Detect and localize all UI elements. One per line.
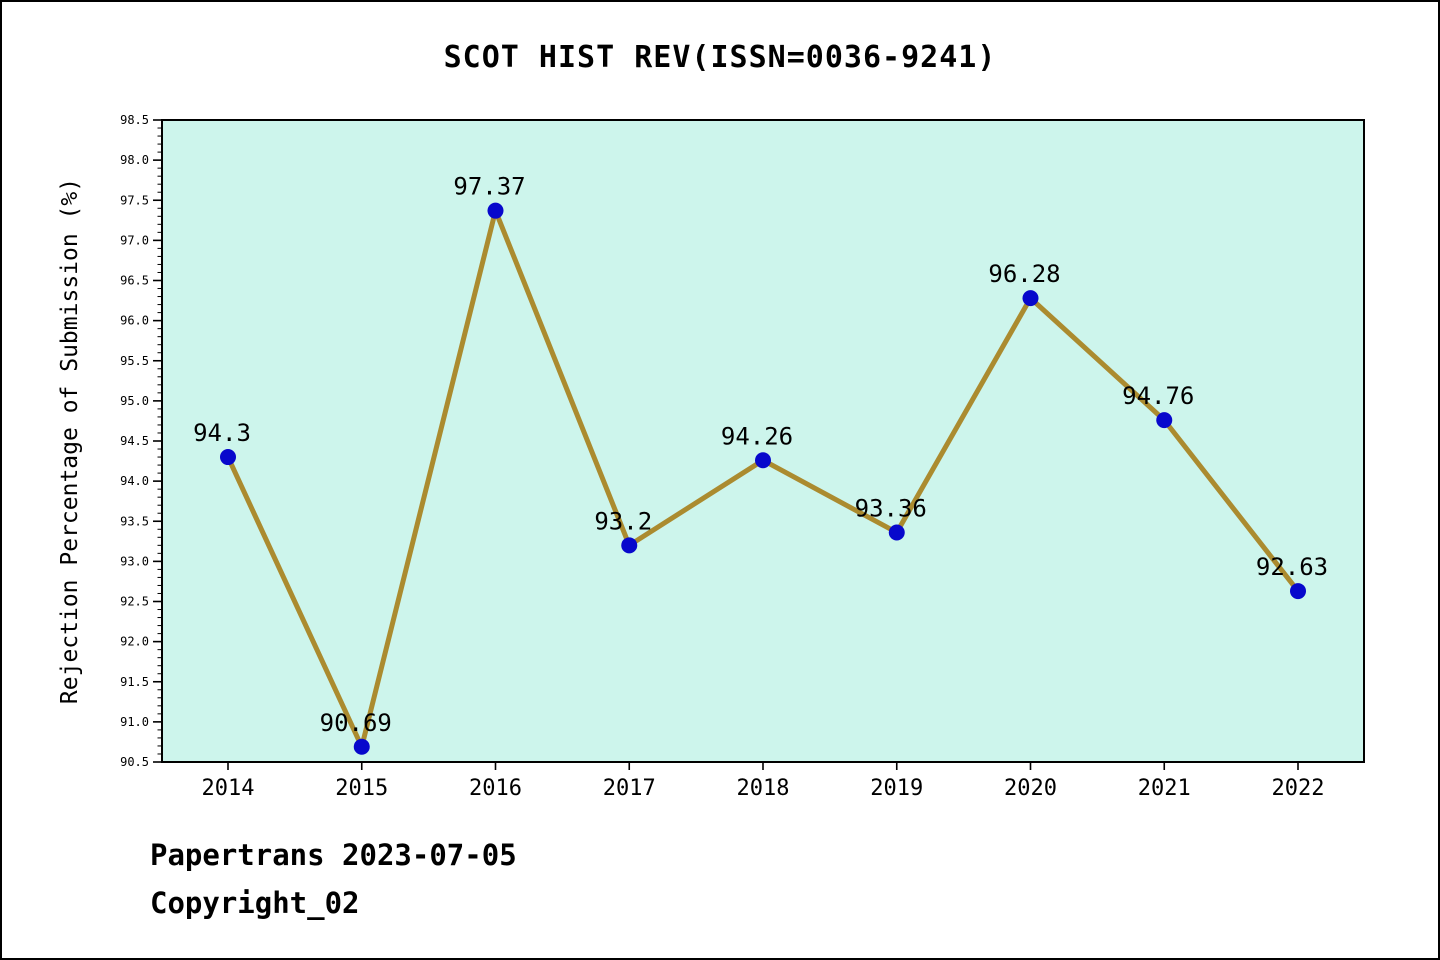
point-label: 90.69	[320, 709, 392, 737]
point-label: 97.37	[453, 173, 525, 201]
x-tick-label: 2017	[603, 776, 656, 801]
x-tick-label: 2022	[1272, 776, 1325, 801]
y-tick-label: 94.0	[120, 474, 149, 488]
data-point	[1022, 290, 1039, 307]
x-tick-label: 2021	[1138, 776, 1191, 801]
y-tick-label: 91.5	[120, 675, 149, 689]
y-tick-label: 97.5	[120, 193, 149, 207]
data-point	[621, 537, 638, 554]
y-tick-label: 95.0	[120, 394, 149, 408]
y-tick-label: 95.5	[120, 354, 149, 368]
point-label: 96.28	[988, 260, 1060, 288]
x-tick-label: 2016	[469, 776, 522, 801]
point-label: 93.36	[855, 494, 927, 522]
y-tick-label: 92.0	[120, 635, 149, 649]
data-point	[220, 449, 236, 466]
y-tick-label: 97.0	[120, 233, 149, 247]
y-tick-label: 92.5	[120, 595, 149, 609]
y-tick-label: 90.5	[120, 755, 149, 769]
y-tick-label: 96.0	[120, 314, 149, 328]
y-axis-label: Rejection Percentage of Submission (%)	[57, 178, 83, 704]
point-label: 94.26	[721, 422, 793, 450]
data-point	[353, 738, 370, 755]
footer-source-text: Papertrans 2023-07-05	[150, 838, 517, 872]
x-tick-label: 2014	[202, 776, 255, 801]
data-point	[1156, 412, 1173, 429]
point-label: 93.2	[594, 507, 652, 535]
point-label: 94.76	[1122, 382, 1194, 410]
chart-title: SCOT HIST REV(ISSN=0036-9241)	[443, 40, 997, 75]
y-tick-label: 91.0	[120, 715, 149, 729]
x-tick-label: 2019	[870, 776, 923, 801]
data-point	[487, 202, 504, 219]
y-tick-label: 94.5	[120, 434, 149, 448]
data-point	[888, 524, 905, 541]
x-tick-label: 2020	[1004, 776, 1057, 801]
footer-copyright-text: Copyright_02	[150, 886, 360, 920]
y-tick-label: 93.0	[120, 554, 149, 568]
y-tick-label: 98.0	[120, 153, 149, 167]
x-tick-label: 2015	[335, 776, 388, 801]
y-tick-label: 96.5	[120, 274, 149, 288]
data-point	[755, 452, 771, 469]
data-point	[1290, 583, 1306, 600]
y-tick-label: 98.5	[120, 113, 149, 127]
x-tick-label: 2018	[737, 776, 790, 801]
y-tick-label: 93.5	[120, 514, 149, 528]
plot-area	[161, 119, 1365, 763]
point-label: 92.63	[1256, 553, 1328, 581]
point-label: 94.3	[193, 419, 251, 447]
